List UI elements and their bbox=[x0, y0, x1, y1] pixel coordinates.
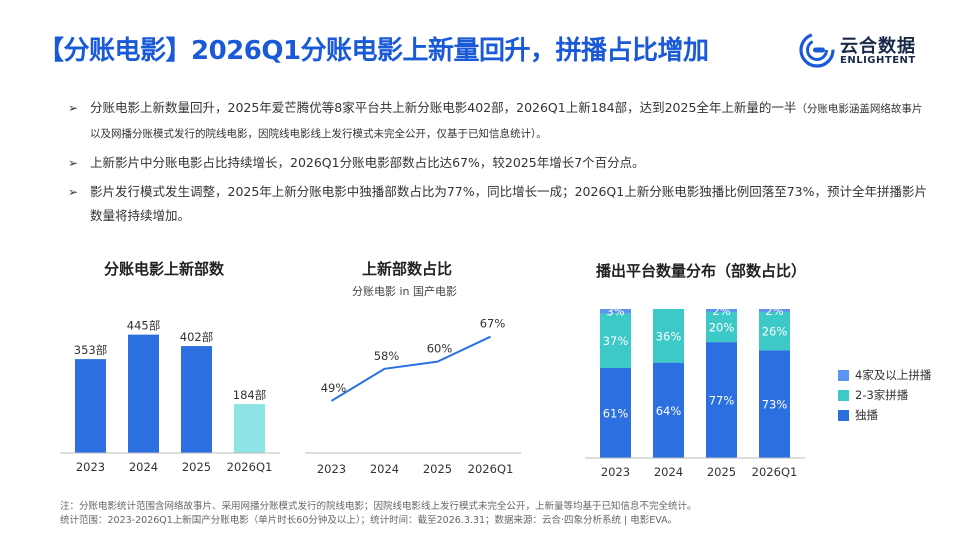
chart2-subtitle: 分账电影 in 国产电影 bbox=[352, 285, 458, 298]
stacked-bar-segment bbox=[706, 312, 737, 343]
bar bbox=[234, 404, 265, 453]
x-tick-label: 2025 bbox=[707, 465, 736, 479]
stacked-bar-segment bbox=[759, 311, 790, 351]
footnote-line-1: 注：分账电影统计范围含网络故事片、采用网播分账模式发行的院线电影；因院线电影线上… bbox=[60, 501, 697, 512]
x-tick-label: 2026Q1 bbox=[752, 465, 798, 479]
segment-label: 3% bbox=[606, 305, 624, 319]
page-title: 【分账电影】2026Q1分账电影上新量回升，拼播占比增加 bbox=[38, 36, 709, 66]
stacked-bar-segment bbox=[653, 362, 684, 458]
summary-bullets: 分账电影上新数量回升，2025年爱芒腾优等8家平台共上新分账电影402部，202… bbox=[68, 96, 928, 233]
data-label: 58% bbox=[374, 349, 400, 363]
x-tick-label: 2023 bbox=[317, 462, 346, 476]
chart1-title: 分账电影上新部数 bbox=[104, 260, 225, 278]
segment-label: 73% bbox=[762, 398, 788, 412]
bullet-2-text: 上新影片中分账电影占比持续增长，2026Q1分账电影部数占比达67%，较2025… bbox=[90, 155, 645, 170]
stacked-bar-segment bbox=[706, 309, 737, 313]
legend-item: 4家及以上拼播 bbox=[838, 365, 931, 385]
x-tick-label: 2026Q1 bbox=[227, 460, 273, 474]
stacked-bar-segment bbox=[759, 309, 790, 312]
data-label: 67% bbox=[480, 317, 506, 331]
stacked-bar-segment bbox=[600, 313, 631, 369]
segment-label: 64% bbox=[656, 404, 682, 418]
x-tick-label: 2024 bbox=[370, 462, 399, 476]
segment-label: 61% bbox=[603, 407, 629, 421]
logo-icon bbox=[799, 32, 835, 68]
x-tick-label: 2024 bbox=[654, 465, 683, 479]
x-tick-label: 2026Q1 bbox=[468, 462, 514, 476]
data-label: 184部 bbox=[233, 388, 266, 402]
stacked-bar-segment bbox=[759, 350, 790, 458]
bar bbox=[75, 359, 106, 453]
x-tick-label: 2024 bbox=[129, 460, 158, 474]
bullet-2: 上新影片中分账电影占比持续增长，2026Q1分账电影部数占比达67%，较2025… bbox=[68, 151, 928, 175]
chart3-legend: 4家及以上拼播 2-3家拼播 独播 bbox=[838, 365, 931, 425]
chart2-line-chart: 49% 2023 58% 2024 60% 2025 67% 2026Q1 bbox=[305, 317, 521, 476]
bar bbox=[128, 334, 159, 453]
series-line bbox=[330, 335, 491, 402]
legend-label: 2-3家拼播 bbox=[855, 388, 909, 402]
x-tick-label: 2025 bbox=[423, 462, 452, 476]
logo-text-cn: 云合数据 bbox=[840, 36, 916, 57]
data-label: 402部 bbox=[180, 330, 213, 344]
data-label: 445部 bbox=[127, 319, 160, 333]
bullet-1-text: 分账电影上新数量回升，2025年爱芒腾优等8家平台共上新分账电影402部，202… bbox=[90, 100, 797, 115]
bar bbox=[181, 346, 212, 453]
logo-text-en: ENLIGHTENT bbox=[840, 55, 916, 66]
brand-logo: 云合数据 ENLIGHTENT bbox=[798, 28, 928, 72]
chart3-stacked-bar-chart: 61% 37% 3% 2023 64% 36% 2024 77% 20% 2% 2025 73% 26%… bbox=[585, 304, 805, 479]
bullet-1-note: （分账电影涵盖网络故事片以及网播分账模式发行的院线电影，因院线电影线上发行模式未… bbox=[90, 103, 923, 140]
footnote: 注：分账电影统计范围含网络故事片、采用网播分账模式发行的院线电影；因院线电影线上… bbox=[60, 500, 697, 528]
segment-label: 37% bbox=[603, 334, 629, 348]
stacked-bar-segment bbox=[600, 368, 631, 458]
stacked-bar-segment bbox=[600, 309, 631, 314]
segment-label: 77% bbox=[709, 394, 735, 408]
legend-label: 4家及以上拼播 bbox=[855, 368, 932, 382]
x-tick-label: 2023 bbox=[601, 465, 630, 479]
stacked-bar-segment bbox=[706, 342, 737, 458]
footnote-line-2: 统计范围：2023-2026Q1上新国产分账电影（单片时长60分钟及以上）；统计… bbox=[60, 515, 678, 526]
x-tick-label: 2023 bbox=[76, 460, 105, 474]
chart2-title: 上新部数占比 bbox=[362, 260, 453, 278]
data-label: 49% bbox=[321, 381, 347, 395]
bullet-3: 影片发行模式发生调整，2025年上新分账电影中独播部数占比为77%，同比增长一成… bbox=[68, 180, 928, 228]
segment-label: 36% bbox=[656, 329, 682, 343]
segment-label: 20% bbox=[709, 321, 735, 335]
stacked-bar-segment bbox=[653, 309, 684, 363]
segment-label: 2% bbox=[712, 304, 730, 318]
legend-swatch bbox=[838, 389, 849, 401]
legend-item: 2-3家拼播 bbox=[838, 385, 931, 405]
bullet-1: 分账电影上新数量回升，2025年爱芒腾优等8家平台共上新分账电影402部，202… bbox=[68, 96, 928, 146]
chart1-bar-chart: 353部 2023 445部 2024 402部 2025 184部 2026Q1 bbox=[60, 319, 280, 474]
legend-item: 独播 bbox=[838, 405, 931, 425]
chart3-title: 播出平台数量分布（部数占比） bbox=[596, 262, 807, 280]
legend-swatch bbox=[838, 369, 849, 381]
bullet-3-text: 影片发行模式发生调整，2025年上新分账电影中独播部数占比为77%，同比增长一成… bbox=[90, 184, 927, 223]
x-tick-label: 2025 bbox=[182, 460, 211, 474]
data-label: 353部 bbox=[74, 343, 107, 357]
segment-label: 2% bbox=[765, 304, 783, 318]
legend-swatch bbox=[838, 409, 849, 421]
legend-label: 独播 bbox=[855, 408, 878, 422]
segment-label: 26% bbox=[762, 325, 788, 339]
data-label: 60% bbox=[427, 342, 453, 356]
